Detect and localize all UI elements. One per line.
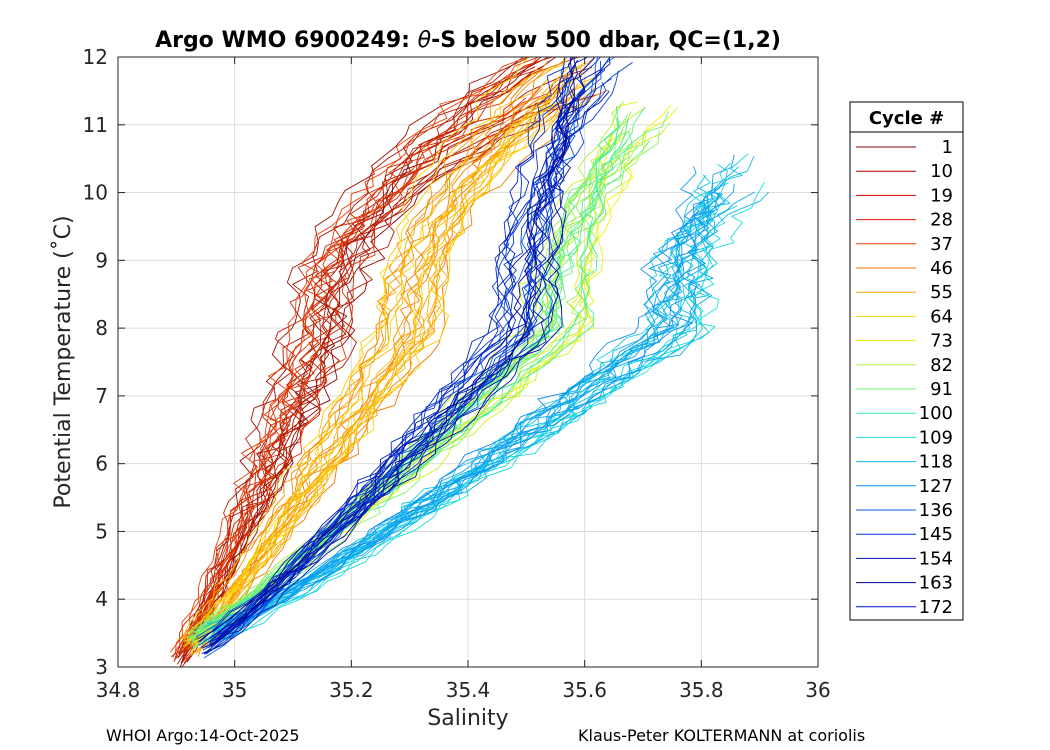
legend-entry-label: 118 [919, 452, 953, 473]
profile-line [215, 192, 720, 635]
profile-line [172, 68, 543, 658]
profile-line [197, 60, 549, 644]
profile-line [180, 57, 557, 664]
profile-line [187, 119, 629, 639]
profile-line [181, 87, 597, 645]
y-tick-label: 9 [95, 248, 108, 272]
legend-entry-label: 109 [919, 427, 953, 448]
legend-entry-label: 172 [919, 597, 953, 618]
x-tick-label: 35.2 [329, 678, 374, 702]
y-tick-label: 11 [83, 113, 108, 137]
y-tick-label: 6 [95, 452, 108, 476]
profile-line [190, 57, 530, 655]
profile-line [201, 57, 571, 655]
legend-entry-label: 127 [919, 476, 953, 497]
legend-box [849, 101, 964, 621]
y-axis-label: Potential Temperature (˚C) [51, 215, 76, 508]
legend-entry-label: 46 [930, 258, 953, 279]
x-axis-label: Salinity [427, 706, 508, 731]
axes: 34.8 35 35.2 35.4 35.6 35.8 36 3 4 5 6 7 8 9 10 11 12 [83, 45, 831, 702]
profile-line [180, 68, 541, 664]
profile-line [195, 101, 624, 633]
profile-line [185, 97, 527, 659]
profile-line [209, 57, 602, 643]
footer-left: WHOI Argo:14-Oct-2025 [106, 726, 300, 745]
legend-entry-label: 136 [919, 500, 953, 521]
chart-title: Argo WMO 6900249: θ-S below 500 dbar, QC… [155, 28, 781, 53]
y-tick-label: 4 [95, 587, 108, 611]
legend-entry-label: 100 [919, 403, 953, 424]
x-tick-label: 35.8 [679, 678, 724, 702]
profile-line [198, 57, 611, 643]
profile-line [202, 70, 619, 651]
legend-entry-label: 28 [930, 210, 953, 231]
legend-entry-label: 55 [930, 282, 953, 303]
legend-entry-label: 19 [930, 185, 953, 206]
profile-line [223, 164, 728, 640]
x-tick-label: 35 [222, 678, 247, 702]
profile-line [182, 57, 531, 661]
legend-title: Cycle # [869, 108, 944, 129]
legend-entry-label: 64 [930, 306, 953, 327]
profile-line [192, 130, 645, 649]
profile-line [183, 57, 554, 655]
profile-line [206, 69, 606, 655]
y-tick-label: 8 [95, 316, 108, 340]
profile-line [209, 57, 595, 640]
legend-entry-label: 91 [930, 379, 953, 400]
profile-line [196, 89, 585, 640]
profile-line [183, 74, 532, 652]
legend-entry-label: 1 [942, 137, 953, 158]
profile-line [213, 154, 735, 633]
x-tick-label: 35.4 [446, 678, 491, 702]
profile-line [220, 206, 718, 627]
x-tick-label: 34.8 [96, 678, 141, 702]
profile-line [202, 57, 578, 649]
legend-entry-label: 154 [919, 548, 953, 569]
legend-entry-label: 82 [930, 355, 953, 376]
y-tick-label: 10 [83, 181, 108, 205]
legend-entry-label: 73 [930, 331, 953, 352]
profile-line [184, 65, 582, 647]
y-tick-label: 7 [95, 384, 108, 408]
profile-line [193, 76, 597, 656]
legend: Cycle # 1 10 19 28 37 46 55 64 73 82 91 100 109 118 127… [849, 101, 964, 621]
profile-line [180, 76, 567, 656]
profile-line [188, 65, 581, 642]
profile-line [196, 94, 575, 641]
profile-line [174, 57, 540, 655]
y-tick-label: 12 [83, 45, 108, 69]
y-tick-label: 3 [95, 655, 108, 679]
x-tick-label: 36 [805, 678, 830, 702]
profile-line [180, 57, 568, 641]
profile-line [183, 77, 550, 647]
profile-line [178, 84, 554, 655]
profile-line [216, 195, 710, 640]
profile-line [184, 78, 586, 640]
profile-line [170, 86, 542, 658]
profile-line [204, 66, 575, 655]
y-tick-label: 5 [95, 519, 108, 543]
profile-line [191, 74, 600, 647]
profile-line [173, 57, 538, 663]
profile-line [211, 201, 702, 637]
profile-line [212, 166, 697, 636]
profile-lines [170, 57, 770, 667]
profile-line [170, 57, 530, 652]
legend-entry-label: 145 [919, 524, 953, 545]
x-tick-label: 35.6 [562, 678, 607, 702]
legend-entry-label: 37 [930, 234, 953, 255]
legend-entry-label: 10 [930, 161, 953, 182]
profile-line [192, 100, 593, 647]
profile-line [199, 57, 611, 643]
footer-right: Klaus-Peter KOLTERMANN at coriolis [578, 726, 866, 745]
profile-line [212, 192, 720, 634]
profile-line [229, 199, 705, 634]
legend-entry-label: 163 [919, 573, 953, 594]
